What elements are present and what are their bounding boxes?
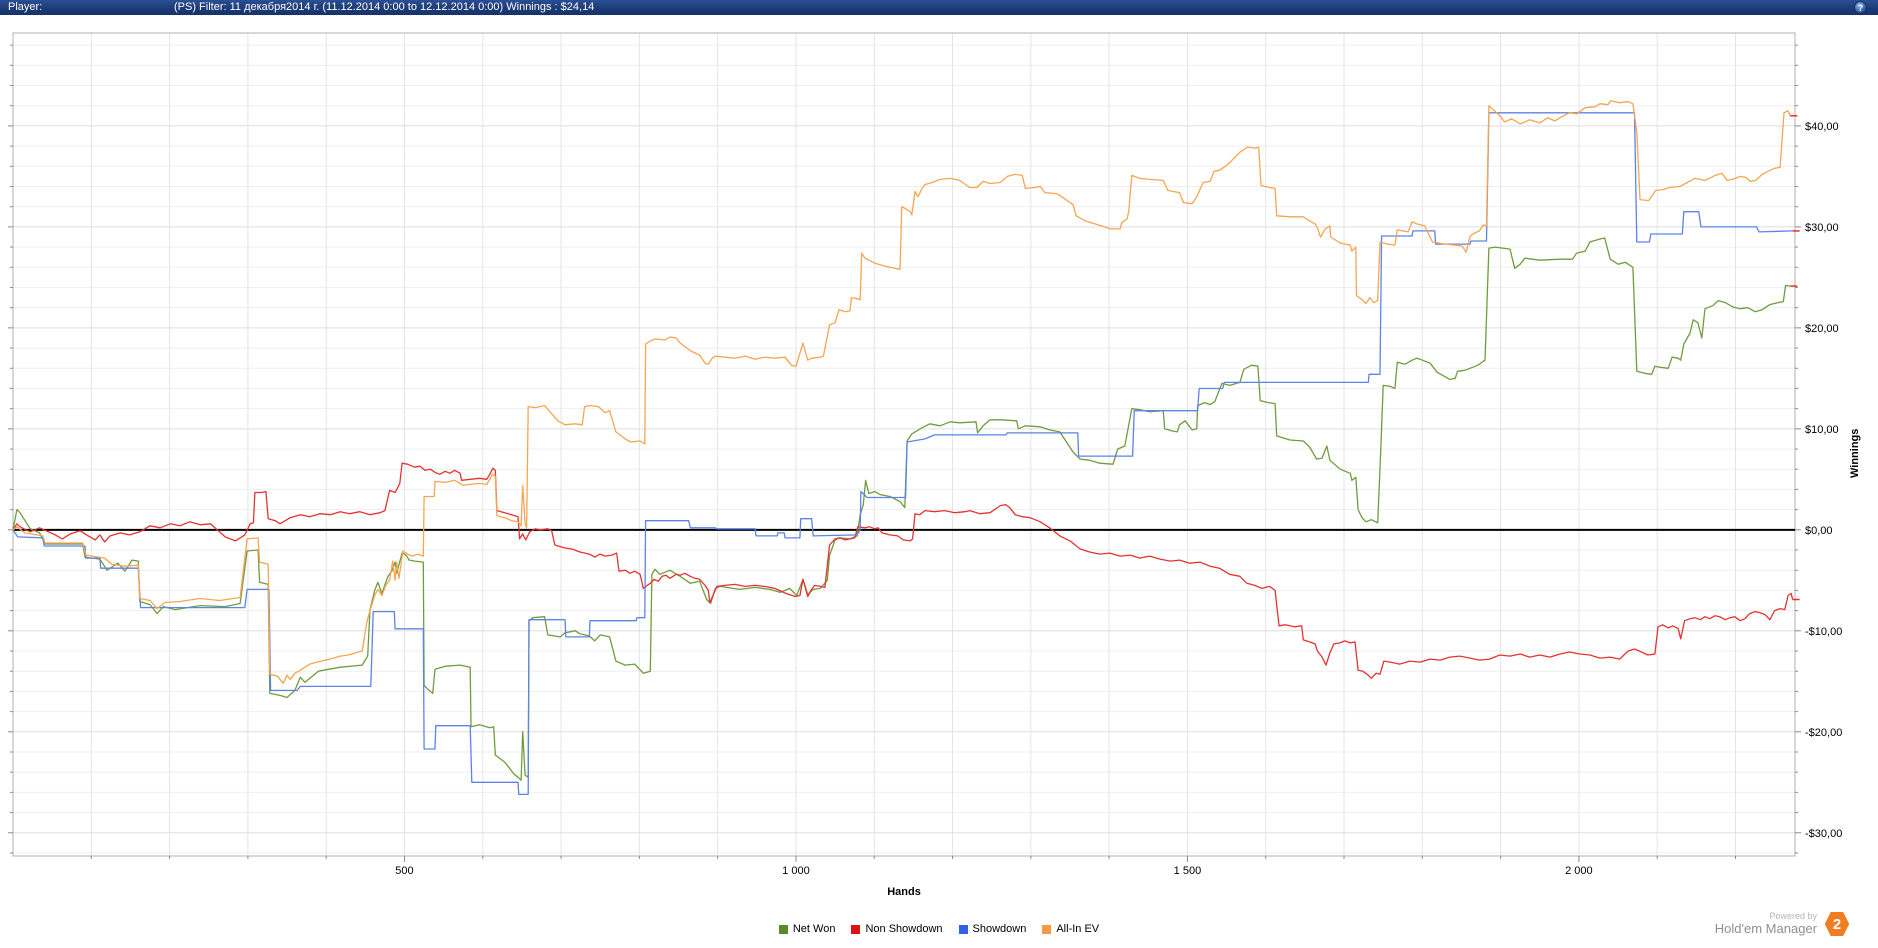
y-tick-label: -$20,00 <box>1805 727 1842 739</box>
y-tick-label: -$30,00 <box>1805 828 1842 840</box>
y-tick-label: $30,00 <box>1805 222 1839 234</box>
legend-label: Showdown <box>972 923 1027 935</box>
y-tick-label: $40,00 <box>1805 121 1839 133</box>
minor-gridlines <box>13 33 1795 856</box>
plot-border <box>12 32 1796 857</box>
legend-swatch-icon <box>851 924 861 934</box>
series-line-net-won <box>12 237 1791 781</box>
legend-label: Net Won <box>792 923 836 935</box>
legend-label: All-In EV <box>1056 923 1100 935</box>
legend-swatch-icon <box>1042 924 1052 934</box>
y-tick-label: -$10,00 <box>1805 626 1842 638</box>
hm2-logo-icon: 2 <box>1824 912 1850 936</box>
legend-item-net-won: Net Won <box>778 923 836 935</box>
powered-by-text: Powered by <box>1769 911 1817 922</box>
x-tick-label: 2 000 <box>1565 865 1593 877</box>
y-tick-label: $0,00 <box>1805 525 1833 537</box>
x-tick-label: 500 <box>395 865 413 877</box>
help-icon[interactable]: ? <box>1854 1 1867 14</box>
tick-labels: $40,00 $30,00 $20,00 $10,00 $0,00 -$10,00 -$20… <box>395 121 1842 877</box>
player-label: Player: <box>8 1 43 13</box>
filter-summary: (PS) Filter: 11 декабря2014 г. (11.12.20… <box>174 1 595 13</box>
x-tick-label: 1 500 <box>1174 865 1202 877</box>
legend-label: Non Showdown <box>865 923 943 935</box>
series-line-all-in-ev <box>12 100 1791 684</box>
legend-swatch-icon <box>778 924 788 934</box>
series-line-non-showdown <box>12 462 1794 679</box>
axis-ticks <box>8 44 1801 862</box>
y-tick-label: $20,00 <box>1805 323 1839 335</box>
y-tick-label: $10,00 <box>1805 424 1839 436</box>
brand-name: Hold'em Manager <box>1714 920 1817 936</box>
legend-swatch-icon <box>958 924 968 934</box>
legend-item-all-in-ev: All-In EV <box>1042 923 1099 935</box>
major-gridlines <box>13 125 1795 834</box>
y-axis-title: Winnings <box>1849 428 1861 478</box>
series-line-showdown <box>12 112 1793 796</box>
x-axis-title: Hands <box>887 886 921 898</box>
title-bar: Player: (PS) Filter: 11 декабря2014 г. (… <box>0 0 1878 15</box>
legend: Net Won Non Showdown Showdown All-In EV <box>0 923 1878 935</box>
legend-item-non-showdown: Non Showdown <box>851 923 943 935</box>
legend-item-showdown: Showdown <box>958 923 1027 935</box>
x-tick-label: 1 000 <box>782 865 810 877</box>
powered-by-footer: Powered by Hold'em Manager 2 <box>1560 911 1850 937</box>
